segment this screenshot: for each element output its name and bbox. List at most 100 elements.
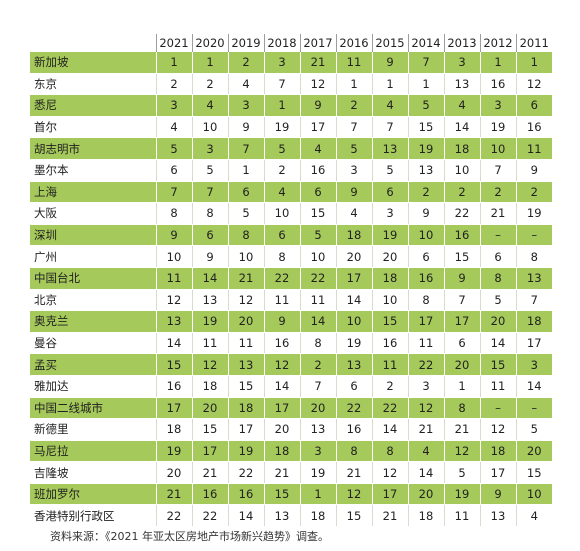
rank-cell: 20 (335, 245, 372, 268)
rank-cell: 12 (479, 418, 516, 441)
rank-cell: 1 (407, 73, 444, 96)
year-header-cell: 2020 (191, 34, 228, 52)
rank-cell: 15 (407, 116, 444, 139)
rank-cell: 17 (407, 310, 444, 333)
city-name-cell: 悉尼 (30, 94, 156, 117)
rank-cell: 8 (155, 202, 192, 225)
rank-cell: 3 (515, 353, 552, 376)
rank-cell: 15 (191, 418, 228, 441)
rank-cell: 7 (155, 181, 192, 204)
rank-cell: 9 (335, 181, 372, 204)
rank-cell: 1 (263, 94, 300, 117)
rank-cell: 5 (443, 461, 480, 484)
rank-cell: 17 (191, 440, 228, 463)
year-header-cell: 2019 (227, 34, 264, 52)
rank-cell: 1 (371, 73, 408, 96)
rank-cell: 10 (371, 289, 408, 312)
rank-cell: 1 (443, 375, 480, 398)
rank-cell: 13 (443, 73, 480, 96)
rank-cell: 6 (479, 245, 516, 268)
rank-cell: 9 (407, 202, 444, 225)
rank-cell: 3 (191, 137, 228, 160)
rank-cell: 2 (479, 181, 516, 204)
rank-cell: 17 (227, 418, 264, 441)
city-name-cell: 吉隆坡 (30, 461, 156, 484)
city-name-cell: 广州 (30, 245, 156, 268)
table-row: 北京 12 13 12 11 11 14 10 8 7 5 7 (30, 289, 552, 312)
rank-cell: 6 (263, 224, 300, 247)
rank-cell: 4 (407, 440, 444, 463)
rank-cell: 21 (479, 202, 516, 225)
rank-cell: 8 (371, 440, 408, 463)
rank-cell: 5 (479, 289, 516, 312)
rank-cell: 5 (191, 159, 228, 182)
rank-cell: – (479, 224, 516, 247)
rank-cell: 4 (263, 181, 300, 204)
rank-cell: 8 (515, 245, 552, 268)
rank-cell: 1 (227, 159, 264, 182)
city-name-cell: 墨尔本 (30, 159, 156, 182)
rank-cell: 11 (479, 375, 516, 398)
rank-cell: 9 (227, 116, 264, 139)
rank-cell: 19 (155, 440, 192, 463)
rank-cell: 20 (227, 310, 264, 333)
rank-cell: 11 (407, 332, 444, 355)
rank-cell: 7 (227, 137, 264, 160)
rank-cell: 4 (443, 94, 480, 117)
rank-cell: 6 (155, 159, 192, 182)
city-name-cell: 雅加达 (30, 375, 156, 398)
city-name-cell: 胡志明市 (30, 137, 156, 160)
rank-cell: 16 (335, 418, 372, 441)
rank-cell: 22 (191, 504, 228, 528)
rank-cell: 13 (263, 504, 300, 528)
rank-cell: 22 (299, 267, 336, 290)
rank-cell: 5 (407, 94, 444, 117)
table-row: 奥克兰 13 19 20 9 14 10 15 17 17 20 18 (30, 310, 552, 333)
rank-cell: 22 (407, 353, 444, 376)
rank-cell: 22 (227, 461, 264, 484)
year-header-row: 2021 2020 2019 2018 2017 2016 2015 2014 2013 2012… (30, 34, 552, 52)
rank-cell: 8 (263, 245, 300, 268)
rank-cell: 12 (191, 353, 228, 376)
rank-cell: 22 (335, 397, 372, 420)
rank-cell: 9 (191, 245, 228, 268)
rank-cell: 3 (479, 94, 516, 117)
rank-cell: 6 (515, 94, 552, 117)
table-row: 班加罗尔 21 16 16 15 1 12 17 20 19 9 10 (30, 483, 552, 506)
rank-cell: 5 (227, 202, 264, 225)
rank-cell: 18 (227, 397, 264, 420)
rank-cell: 19 (407, 137, 444, 160)
rank-cell: 11 (155, 267, 192, 290)
rank-cell: 5 (299, 224, 336, 247)
city-name-cell: 深圳 (30, 224, 156, 247)
rank-cell: 14 (299, 310, 336, 333)
year-header-cell: 2014 (407, 34, 444, 52)
rank-cell: 14 (191, 267, 228, 290)
rank-cell: 17 (155, 397, 192, 420)
rank-cell: 22 (155, 504, 192, 528)
rank-cell: 19 (515, 202, 552, 225)
rank-cell: 10 (443, 159, 480, 182)
rank-cell: 7 (371, 116, 408, 139)
rank-cell: 11 (443, 504, 480, 528)
rank-cell: 21 (191, 461, 228, 484)
rank-cell: 2 (443, 181, 480, 204)
year-header-cell: 2015 (371, 34, 408, 52)
rank-cell: 13 (191, 289, 228, 312)
rank-cell: 11 (263, 289, 300, 312)
city-name-cell: 奥克兰 (30, 310, 156, 333)
rank-cell: 1 (191, 52, 228, 74)
rank-cell: 8 (191, 202, 228, 225)
city-name-cell: 中国二线城市 (30, 397, 156, 420)
rank-cell: 11 (371, 353, 408, 376)
rank-cell: 3 (371, 202, 408, 225)
table-row: 吉隆坡 20 21 22 21 19 21 12 14 5 17 15 (30, 461, 552, 484)
rank-cell: 7 (479, 159, 516, 182)
rank-cell: 16 (263, 332, 300, 355)
rank-cell: 4 (515, 504, 552, 528)
rank-cell: 12 (371, 461, 408, 484)
table-row: 新加坡 1 1 2 3 21 11 9 7 3 1 1 (30, 52, 552, 74)
rank-cell: 5 (155, 137, 192, 160)
rank-cell: 18 (191, 375, 228, 398)
rank-cell: 13 (479, 504, 516, 528)
